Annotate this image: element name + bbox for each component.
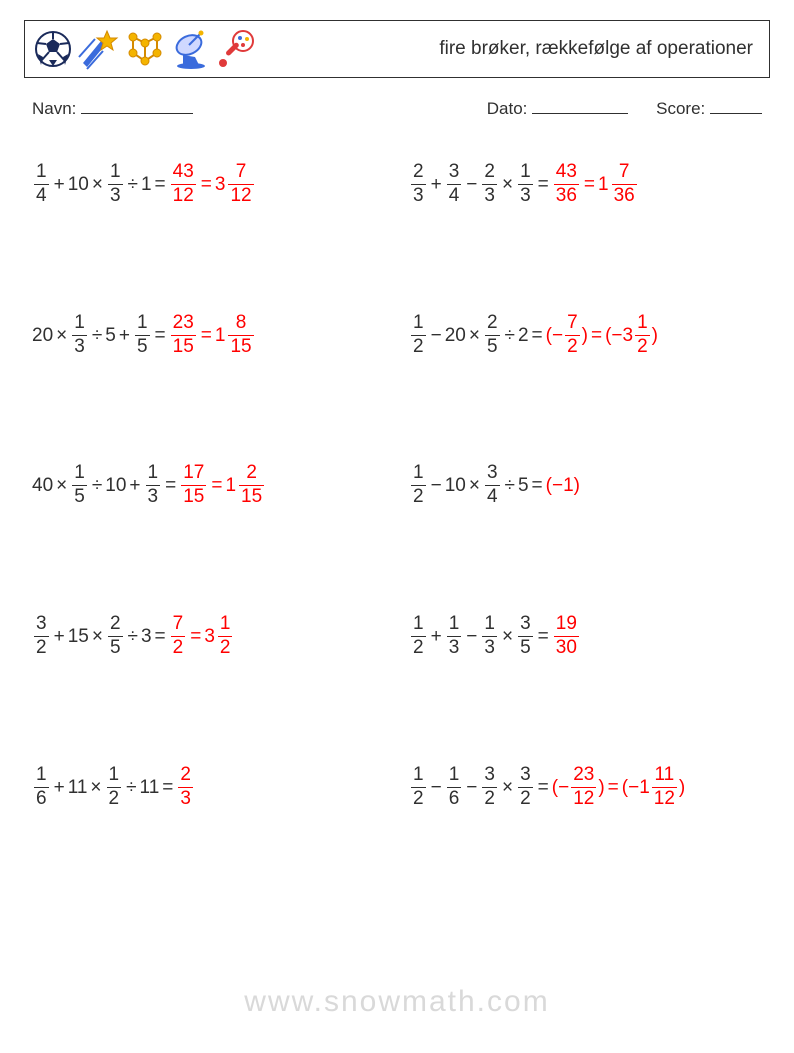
answer-6: (−1)	[546, 476, 580, 495]
problem-8: 12+13−13×35=1930	[409, 613, 762, 660]
satellite-dish-icon	[169, 27, 213, 71]
problem-4: 12−20×25÷2=(−72)=(−312)	[409, 312, 762, 359]
molecule-icon	[123, 27, 167, 71]
worksheet-title: fire brøker, rækkefølge af operationer	[439, 38, 757, 60]
worksheet-page: fire brøker, rækkefølge af operationer N…	[0, 0, 794, 811]
answer-1: 4312=3712	[169, 161, 256, 208]
header-icons	[31, 27, 259, 71]
problem-2: 23+34−23×13=4336=1736	[409, 161, 762, 208]
name-label: Navn:	[32, 99, 76, 118]
answer-2: 4336=1736	[552, 161, 639, 208]
rattle-icon	[215, 27, 259, 71]
score-label: Score:	[656, 99, 705, 118]
header-box: fire brøker, rækkefølge af operationer	[24, 20, 770, 78]
problems-grid: 14+10×13÷1=4312=3712 23+34−23×13=4336=173…	[32, 161, 762, 811]
name-blank[interactable]	[81, 96, 193, 114]
soccer-ball-icon	[31, 27, 75, 71]
answer-4: (−72)=(−312)	[546, 312, 658, 359]
date-field: Dato:	[487, 96, 628, 119]
watermark: www.snowmath.com	[0, 985, 794, 1019]
problem-1: 14+10×13÷1=4312=3712	[32, 161, 385, 208]
problem-6: 12−10×34÷5=(−1)	[409, 462, 762, 509]
answer-5: 1715=1215	[179, 462, 266, 509]
answer-9: 23	[176, 764, 195, 811]
meta-row: Navn: Dato: Score:	[32, 96, 762, 119]
date-blank[interactable]	[532, 96, 628, 114]
problem-7: 32+15×25÷3=72=312	[32, 613, 385, 660]
answer-3: 2315=1815	[169, 312, 256, 359]
date-label: Dato:	[487, 99, 528, 118]
answer-10: (−2312)=(−11112)	[552, 764, 685, 811]
name-field: Navn:	[32, 96, 193, 119]
score-field: Score:	[656, 96, 762, 119]
problem-5: 40×15÷10+13=1715=1215	[32, 462, 385, 509]
answer-7: 72=312	[169, 613, 235, 660]
score-blank[interactable]	[710, 96, 762, 114]
shooting-star-icon	[77, 27, 121, 71]
answer-8: 1930	[552, 613, 581, 660]
problem-3: 20×13÷5+15=2315=1815	[32, 312, 385, 359]
problem-10: 12−16−32×32=(−2312)=(−11112)	[409, 764, 762, 811]
problem-9: 16+11×12÷11=23	[32, 764, 385, 811]
